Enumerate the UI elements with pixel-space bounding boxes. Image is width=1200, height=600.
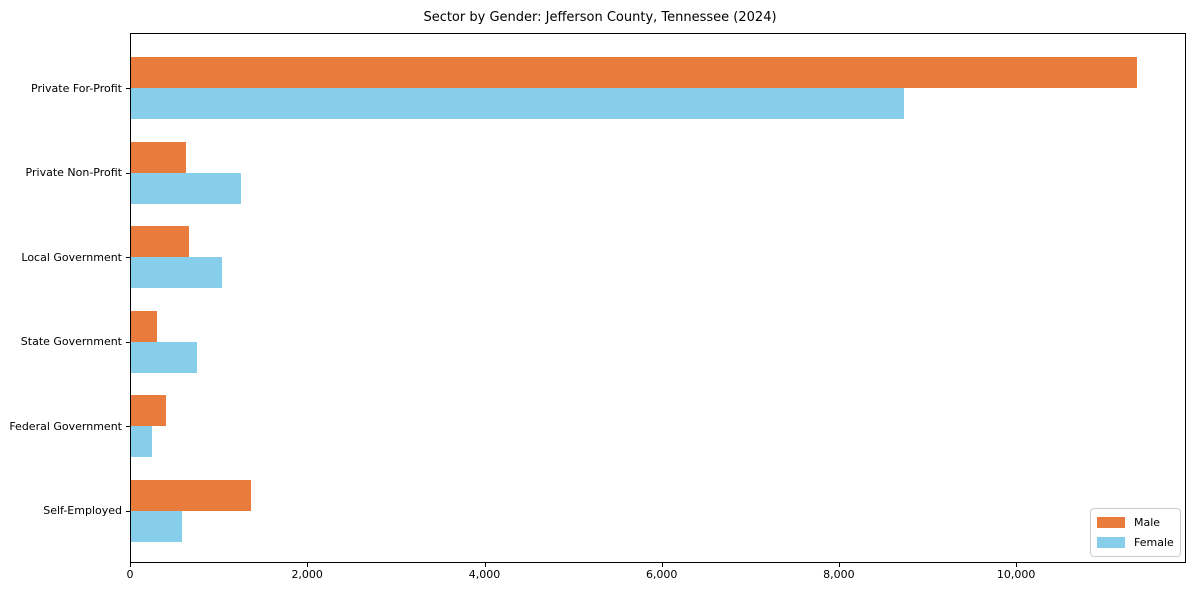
bar-male-private-for-profit: [131, 57, 1137, 88]
bar-female-self-employed: [131, 510, 182, 542]
bar-female-private-for-profit: [131, 88, 904, 119]
y-tick-mark: [126, 341, 130, 343]
legend-entry-male: Male: [1097, 513, 1174, 532]
bar-female-federal-government: [131, 426, 153, 457]
y-axis-label-state-government: State Government: [20, 335, 122, 348]
x-tick-mark: [1016, 563, 1018, 567]
x-tick-mark: [484, 563, 486, 567]
legend: Male Female: [1090, 508, 1181, 557]
y-tick-mark: [126, 172, 130, 174]
bar-female-local-government: [131, 257, 223, 288]
x-tick-label: 4,000: [468, 568, 501, 581]
x-tick-label: 0: [126, 568, 134, 581]
legend-label-male: Male: [1134, 516, 1161, 530]
x-tick-label: 8,000: [823, 568, 855, 581]
bar-female-private-non-profit: [131, 172, 242, 204]
chart-title: Sector by Gender: Jefferson County, Tenn…: [423, 10, 777, 25]
bar-male-self-employed: [131, 479, 251, 511]
x-tick-mark: [661, 563, 663, 567]
y-tick-mark: [126, 426, 130, 427]
bar-female-state-government: [131, 341, 197, 373]
x-tick-mark: [838, 563, 840, 567]
y-axis-label-self-employed: Self-Employed: [43, 504, 122, 517]
bar-male-local-government: [131, 226, 189, 257]
y-tick-mark: [126, 257, 130, 258]
bar-male-private-non-profit: [131, 141, 187, 173]
y-axis-label-private-non-profit: Private Non-Profit: [25, 166, 122, 179]
x-tick-label: 6,000: [645, 568, 678, 581]
bar-male-federal-government: [131, 395, 167, 426]
legend-swatch-female: [1097, 536, 1125, 548]
x-tick-mark: [307, 563, 309, 567]
bar-male-state-government: [131, 310, 157, 342]
y-tick-mark: [126, 510, 130, 512]
x-tick-label: 2,000: [291, 568, 323, 581]
plot-area: [130, 33, 1186, 563]
x-tick-mark: [130, 563, 131, 567]
legend-entry-female: Female: [1097, 533, 1174, 552]
x-tick-label: 10,000: [996, 568, 1036, 581]
y-tick-mark: [126, 88, 130, 89]
y-axis-label-local-government: Local Government: [21, 250, 122, 264]
legend-label-female: Female: [1134, 535, 1174, 549]
y-axis-label-private-for-profit: Private For-Profit: [31, 81, 122, 95]
legend-swatch-male: [1097, 517, 1125, 529]
y-axis-label-federal-government: Federal Government: [9, 419, 122, 433]
